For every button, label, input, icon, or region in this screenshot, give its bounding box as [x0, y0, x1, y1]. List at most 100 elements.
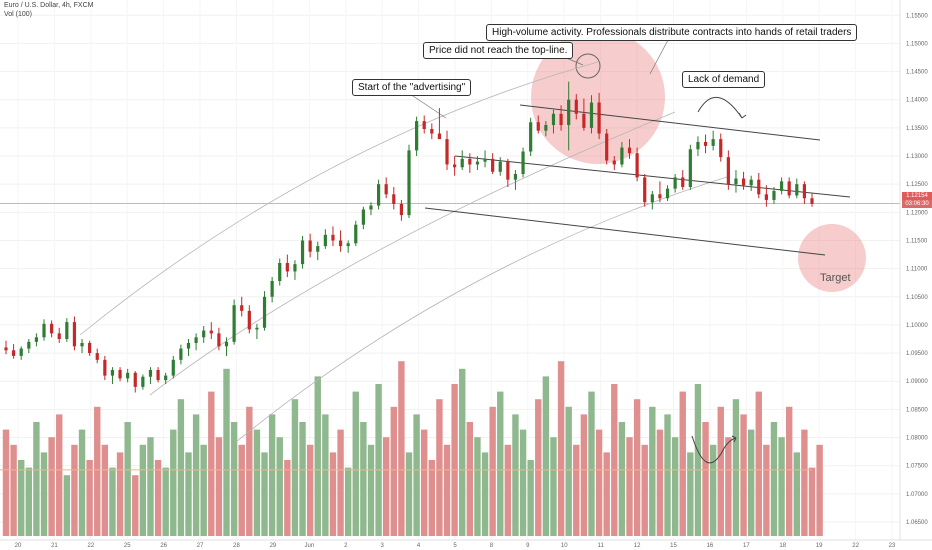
candle-body	[57, 333, 61, 340]
candle-body	[430, 128, 434, 134]
candle-body	[209, 330, 213, 334]
price-tick-label: 1.07000	[906, 492, 928, 498]
volume-demand-arc	[691, 435, 737, 464]
volume-bar	[770, 422, 778, 536]
candle-body	[734, 178, 738, 185]
candle-body	[521, 151, 525, 175]
time-tick-label: 4	[417, 543, 421, 549]
lack-of-demand-callout[interactable]: Lack of demand	[682, 71, 766, 88]
candle-body	[110, 369, 115, 376]
candle-body	[779, 181, 784, 191]
time-tick-label: 12	[634, 543, 641, 549]
time-tick-label: 19	[816, 543, 823, 549]
time-tick-label: 18	[779, 543, 786, 549]
candle-body	[141, 376, 145, 387]
time-tick-label: 11	[598, 543, 605, 549]
candle-body	[460, 158, 464, 168]
volume-bar	[200, 444, 207, 536]
candle-body	[589, 102, 594, 128]
volume-bar	[132, 475, 139, 536]
volume-bar	[436, 399, 443, 536]
volume-bar	[344, 467, 352, 536]
candle-body	[574, 99, 578, 114]
volume-bar	[284, 460, 291, 536]
candle-body	[133, 372, 137, 387]
volume-bar	[504, 444, 512, 536]
volume-bar	[390, 406, 397, 536]
volume-bar	[717, 406, 724, 536]
volume-bar	[428, 460, 436, 536]
volume-bar	[63, 475, 71, 536]
time-tick-label: 8	[490, 543, 494, 549]
countdown-tag: 03:06:30	[902, 200, 932, 208]
volume-bar	[481, 452, 489, 536]
candle-body	[300, 240, 305, 265]
target-highlight	[798, 224, 866, 292]
volume-bar	[223, 368, 230, 536]
volume-bar	[86, 460, 93, 536]
volume-bar	[192, 414, 200, 536]
top-line-callout[interactable]: Price did not reach the top-line.	[423, 42, 574, 59]
time-tick-label: 3	[380, 543, 384, 549]
candle-body	[354, 224, 358, 244]
volume-bar	[162, 467, 169, 536]
volume-bar	[588, 391, 595, 536]
candle-body	[247, 310, 251, 330]
volume-bar	[808, 467, 816, 536]
volume-bar	[664, 414, 671, 536]
candle-body	[323, 234, 327, 247]
volume-bar	[611, 384, 618, 536]
price-tick-label: 1.08000	[906, 436, 928, 442]
volume-bar	[550, 437, 557, 536]
time-tick-label: 25	[124, 543, 131, 549]
high-volume-callout[interactable]: High-volume activity. Professionals dist…	[486, 24, 858, 41]
price-tick-label: 1.13500	[906, 126, 928, 132]
volume-bar	[48, 437, 55, 536]
volume-bar	[519, 429, 527, 536]
volume-bar	[702, 422, 709, 536]
volume-indicator-label[interactable]: Vol (100)	[4, 11, 33, 18]
volume-bar	[261, 452, 268, 536]
candle-body	[118, 369, 122, 379]
volume-bar	[633, 399, 641, 536]
candle-body	[217, 333, 221, 347]
candle-body	[787, 181, 791, 196]
candle-body	[810, 198, 814, 204]
volume-bar	[230, 422, 238, 536]
candle-body	[719, 139, 723, 158]
volume-bar	[352, 391, 359, 536]
candle-body	[399, 203, 403, 216]
price-tick-label: 1.15000	[906, 41, 928, 47]
volume-bar	[314, 376, 321, 536]
volume-bar	[626, 437, 633, 536]
candle-body	[262, 296, 267, 328]
price-tick-label: 1.12500	[906, 182, 928, 188]
candle-body	[293, 264, 297, 272]
volume-bar	[557, 361, 565, 536]
candle-body	[65, 322, 69, 340]
candle-body	[34, 337, 39, 342]
lower-curve-line	[235, 175, 731, 443]
volume-bar	[33, 422, 40, 536]
volume-bar	[56, 414, 63, 536]
volume-bar	[139, 444, 147, 536]
time-tick-label: 20	[15, 543, 22, 549]
price-tick-label: 1.14000	[906, 98, 928, 104]
volume-bar	[763, 444, 770, 536]
volume-bar	[709, 444, 717, 536]
volume-bar	[801, 429, 808, 536]
volume-bar	[124, 422, 131, 536]
volume-bar	[778, 437, 785, 536]
upper-curve-line	[79, 61, 599, 336]
candle-body	[643, 177, 647, 203]
volume-bar	[78, 429, 86, 536]
price-tick-label: 1.11000	[906, 267, 928, 273]
volume-bar	[656, 429, 664, 536]
volume-bar	[40, 452, 48, 536]
advertising-callout[interactable]: Start of the "advertising"	[352, 79, 472, 96]
volume-bar	[329, 452, 337, 536]
candle-body	[42, 323, 46, 338]
candle-body	[605, 133, 609, 161]
